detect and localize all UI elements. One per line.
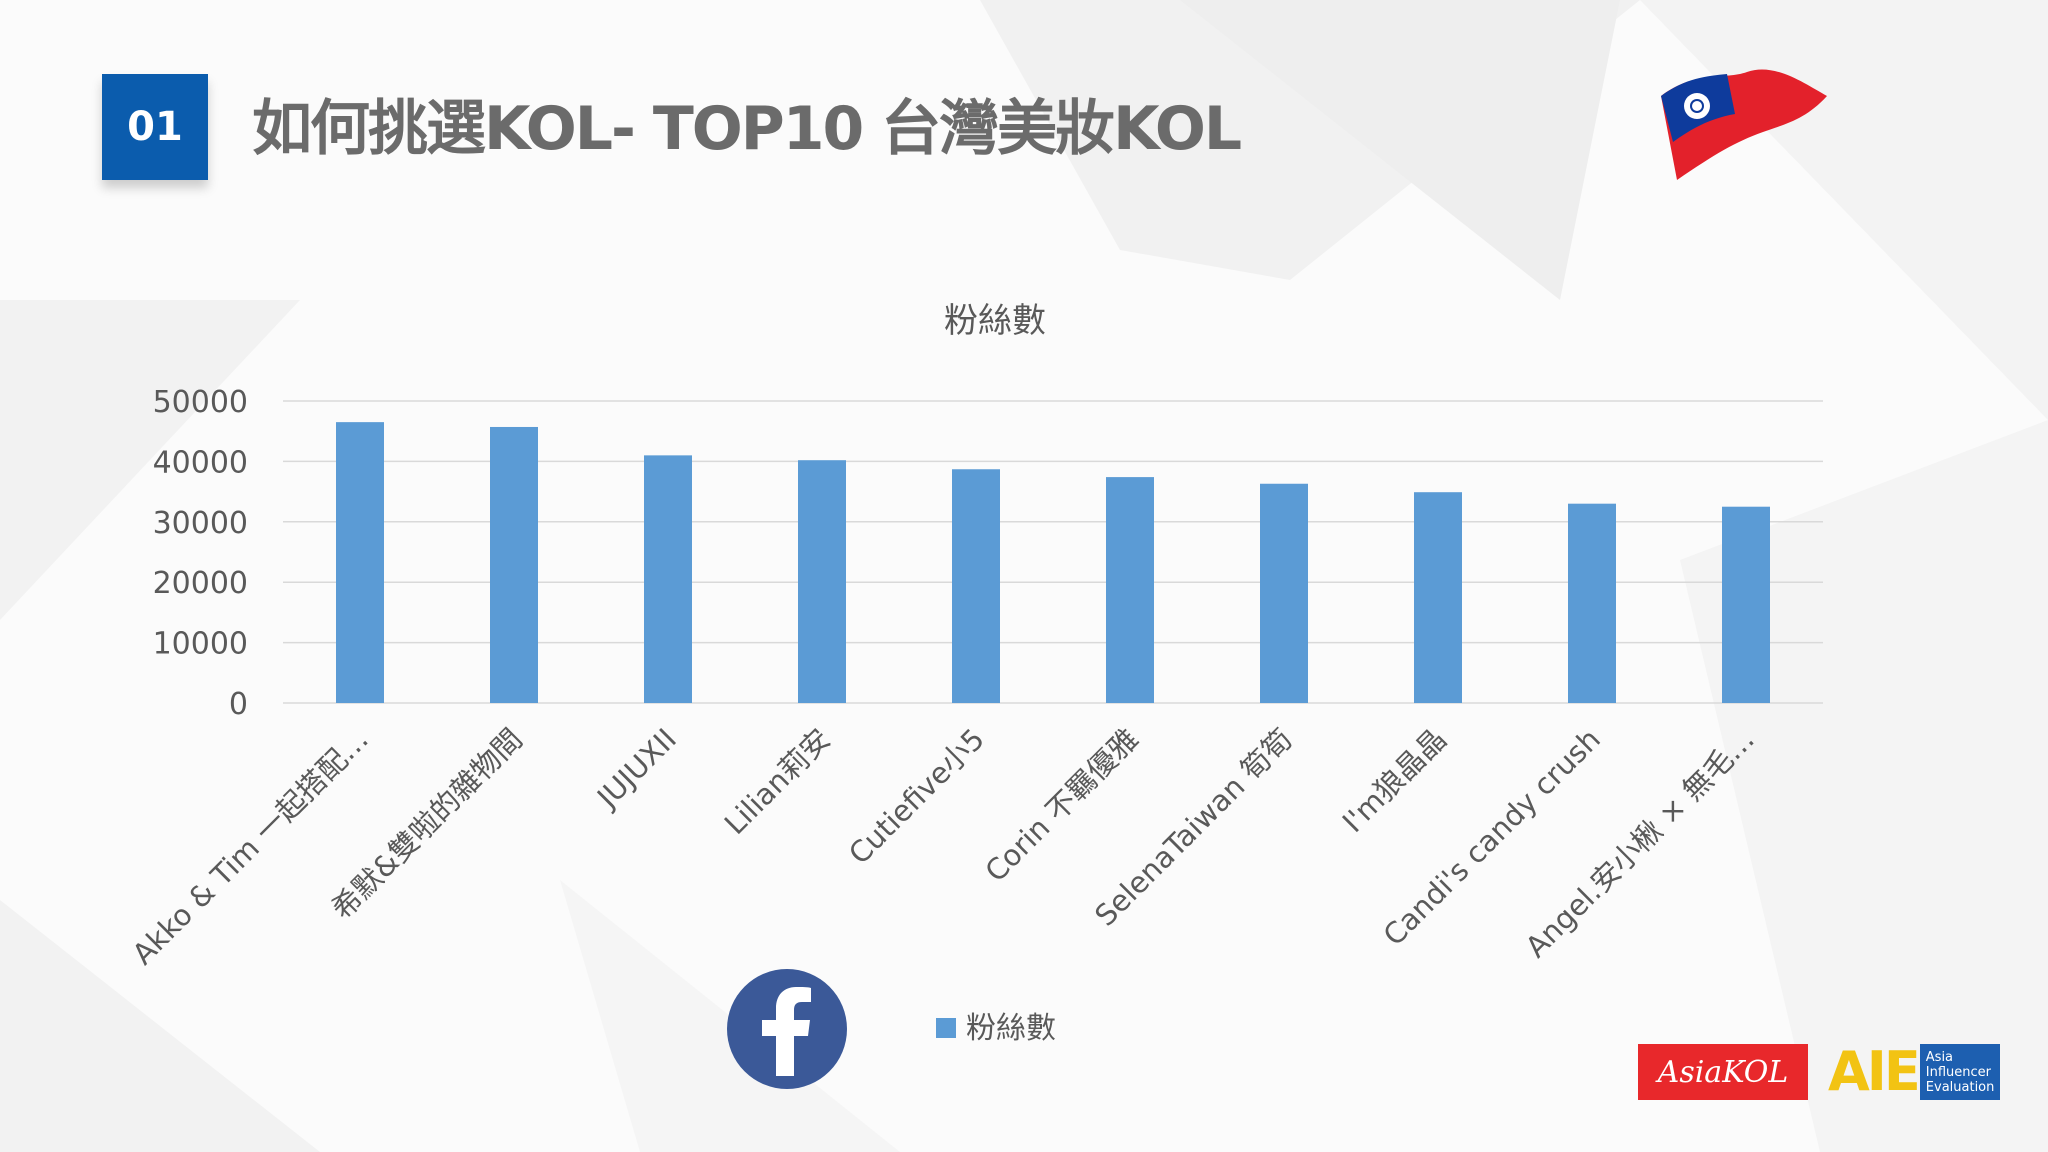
taiwan-flag-icon xyxy=(1661,69,1827,180)
bar xyxy=(1260,483,1308,703)
facebook-icon xyxy=(727,969,847,1089)
y-tick-label: 30000 xyxy=(153,506,248,541)
section-number-badge: 01 xyxy=(102,74,208,180)
aie-logo-line: Influencer xyxy=(1925,1064,1992,1080)
y-tick-label: 20000 xyxy=(153,566,248,601)
x-tick-label: I'm狼晶晶 xyxy=(1336,722,1453,839)
x-tick-label: Corin 不羈優雅 xyxy=(978,722,1145,889)
aie-logo: AIE Asia Influencer Evaluation xyxy=(1828,1040,2001,1103)
bar xyxy=(1722,506,1770,703)
aie-logo-box: Asia Influencer Evaluation xyxy=(1919,1044,2001,1100)
bar xyxy=(798,460,846,703)
y-tick-label: 50000 xyxy=(153,385,248,420)
chart-title: 粉絲數 xyxy=(944,301,1046,341)
x-tick-label: Cutiefive小5 xyxy=(842,722,991,871)
bar xyxy=(1414,492,1462,703)
chart-legend: 粉絲數 xyxy=(936,1011,1056,1046)
bar xyxy=(1106,477,1154,703)
legend-label: 粉絲數 xyxy=(966,1011,1056,1046)
bar xyxy=(952,469,1000,703)
y-tick-label: 10000 xyxy=(153,627,248,662)
page-title: 如何挑選KOL- TOP10 台灣美妝KOL xyxy=(252,94,1242,164)
aie-logo-line: Asia xyxy=(1925,1049,1954,1065)
x-tick-label: Lilian莉安 xyxy=(718,722,837,841)
x-tick-label: JUJUXII xyxy=(589,722,683,816)
y-tick-label: 0 xyxy=(229,687,248,722)
legend-swatch xyxy=(936,1018,956,1038)
aie-logo-letters: AIE xyxy=(1828,1040,1921,1103)
asiakol-logo: AsiaKOL xyxy=(1638,1044,1808,1100)
aie-logo-line: Evaluation xyxy=(1925,1079,1995,1095)
y-tick-label: 40000 xyxy=(153,445,248,480)
bar xyxy=(490,426,538,703)
x-tick-label: Akko & Tim 一起搭配… xyxy=(126,722,375,971)
bar xyxy=(1568,503,1616,703)
bar xyxy=(644,455,692,703)
bar xyxy=(336,422,384,703)
bar-chart: 粉絲數 0 10000 20000 30000 40000 50000 Akko & Ti… xyxy=(126,301,1823,1046)
